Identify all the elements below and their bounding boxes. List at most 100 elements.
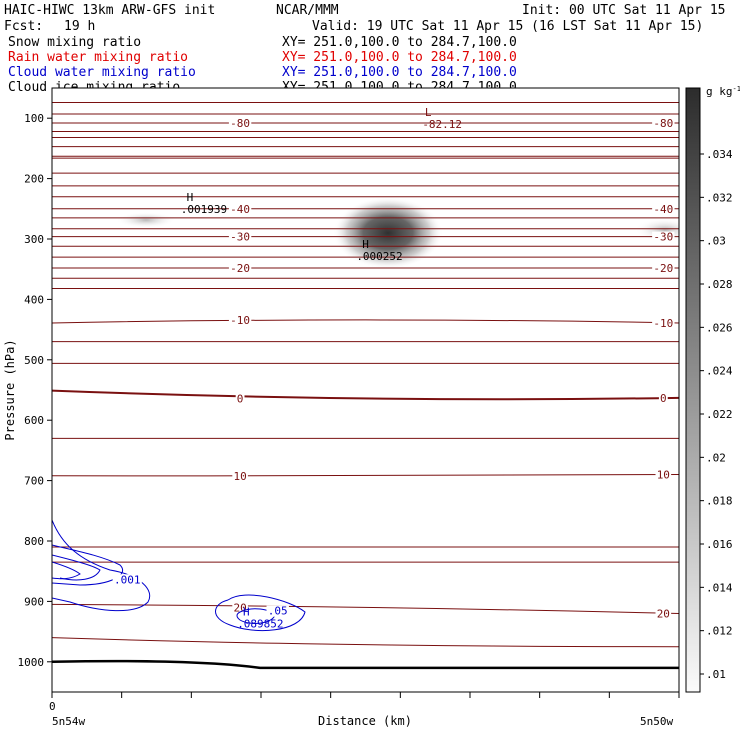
isotherm-label-bg (655, 608, 672, 620)
colorbar-label: .022 (706, 408, 733, 421)
cloud-water-label: .05 (268, 605, 288, 618)
minimum-marker: L (425, 106, 432, 119)
isotherm-0 (52, 389, 679, 401)
y-tick-label: 700 (24, 475, 44, 488)
ice-max-value: .000252 (356, 250, 402, 263)
legend-xy: XY= 251.0,100.0 to 284.7,100.0 (282, 65, 517, 80)
isotherm-label: 10 (233, 470, 246, 483)
y-tick-label: 1000 (18, 656, 45, 669)
x-axis (51, 692, 680, 698)
ice-max-marker: H (362, 238, 369, 251)
isotherm-label-bg (652, 203, 675, 215)
isotherm--10 (52, 319, 679, 324)
colorbar-label: .012 (706, 625, 733, 638)
colorbar-ramp (685, 87, 701, 693)
fcst-value: 19 h (64, 19, 95, 34)
snow-max-value: .001939 (181, 203, 227, 216)
isotherm-label: -20 (653, 262, 673, 275)
isotherm-label: 20 (233, 601, 246, 614)
x-left-label: 5n54w (52, 715, 85, 728)
isotherm-20 (52, 603, 679, 614)
isotherm-10 (52, 474, 679, 477)
isotherm-label-bg (652, 262, 675, 274)
isotherm-label: 0 (237, 392, 244, 405)
isotherm-label: -10 (230, 314, 250, 327)
y-tick-label: 400 (24, 293, 44, 306)
chart-title: HAIC-HIWC 13km ARW-GFS init (4, 3, 215, 18)
cloud-water-contour (52, 519, 151, 612)
cloud-water-max-marker: H (243, 606, 250, 619)
x-axis-label: Distance (km) (318, 714, 412, 728)
isotherm-label: 0 (660, 392, 667, 405)
y-axis: 100 200 300 400 500 600 700 800 900 1000 (18, 112, 52, 669)
isotherm-label-bg (228, 262, 252, 274)
colorbar-label: .018 (706, 495, 733, 508)
isotherm-label: -40 (230, 203, 250, 216)
ice-maximum-blob (333, 197, 443, 269)
y-tick-label: 300 (24, 233, 44, 246)
isotherm-label-bg (228, 118, 252, 130)
ice-shading (116, 197, 679, 269)
y-tick-label: 900 (24, 595, 44, 608)
colorbar-label: .016 (706, 538, 733, 551)
cloud-water-max-value: .089852 (237, 618, 283, 631)
fcst-label: Fcst: (4, 19, 43, 34)
isotherm-label: -80 (230, 117, 250, 130)
colorbar-label: .01 (706, 668, 726, 681)
y-tick-label: 500 (24, 354, 44, 367)
x-start-tick: 0 (49, 700, 56, 713)
colorbar: .01 .012 .014 .016 .018 .02 .022 .024 .026 .028 .0… (700, 148, 733, 681)
y-axis-label: Pressure (hPa) (3, 339, 17, 440)
isotherm-label: 20 (657, 607, 670, 620)
legend-xy: XY= 251.0,100.0 to 284.7,100.0 (282, 50, 517, 65)
isotherm-label: -10 (653, 317, 673, 330)
org-label: NCAR/MMM (276, 3, 339, 18)
cloud-water-contour (52, 554, 101, 581)
isotherm-label-bg (655, 469, 672, 481)
colorbar-label: .026 (706, 321, 733, 334)
isotherm-label-bg (652, 231, 675, 243)
y-tick-label: 200 (24, 173, 44, 186)
isotherm-label-bg (235, 393, 245, 405)
isotherm-label: -80 (653, 117, 673, 130)
colorbar-label: .032 (706, 191, 733, 204)
y-tick-label: 800 (24, 535, 44, 548)
isotherm-label: -20 (230, 262, 250, 275)
cloud-water-label-bg (112, 574, 142, 586)
ground-line (52, 659, 679, 670)
plot-border (51, 87, 680, 693)
isotherm-label-bg (232, 602, 248, 614)
isotherm-low (52, 637, 679, 648)
colorbar-label: .028 (706, 278, 733, 291)
isotherm-label: -30 (653, 231, 673, 244)
colorbar-label: .024 (706, 365, 733, 378)
colorbar-label: .03 (706, 235, 726, 248)
cloud-water-label: .001 (114, 573, 141, 586)
valid-time: Valid: 19 UTC Sat 11 Apr 15 (16 LST Sat … (312, 19, 703, 34)
isotherm-label: -40 (653, 203, 673, 216)
legend-name: Rain water mixing ratio (8, 50, 188, 65)
isotherm-label-bg (658, 392, 668, 404)
colorbar-unit: g kg-1 (706, 85, 740, 98)
x-right-label: 5n50w (640, 715, 673, 728)
cloud-water-contours: .001 .05 (52, 519, 306, 632)
isotherm-label-bg (228, 203, 252, 215)
isotherm-label: -30 (230, 231, 250, 244)
legend-xy: XY= 251.0,100.0 to 284.7,100.0 (282, 35, 517, 50)
isotherm-label-bg (232, 470, 248, 482)
isotherm-label-bg (652, 118, 675, 130)
cloud-water-contour (52, 561, 81, 580)
plot-frame (52, 88, 679, 692)
colorbar-label: .02 (706, 451, 726, 464)
isotherm-label-bg (228, 314, 252, 326)
snow-max-marker: H (187, 191, 194, 204)
minimum-value: -82.12 (422, 118, 462, 131)
cloud-water-contour (236, 608, 276, 624)
colorbar-label: .014 (706, 581, 733, 594)
colorbar-label: .034 (706, 148, 733, 161)
isotherm-label-bg (652, 317, 675, 329)
legend-name: Cloud water mixing ratio (8, 65, 196, 80)
y-tick-label: 100 (24, 112, 44, 125)
